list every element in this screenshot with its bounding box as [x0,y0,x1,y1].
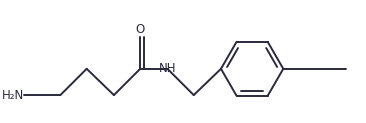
Text: NH: NH [159,62,176,75]
Text: O: O [135,23,145,36]
Text: H₂N: H₂N [2,89,25,102]
